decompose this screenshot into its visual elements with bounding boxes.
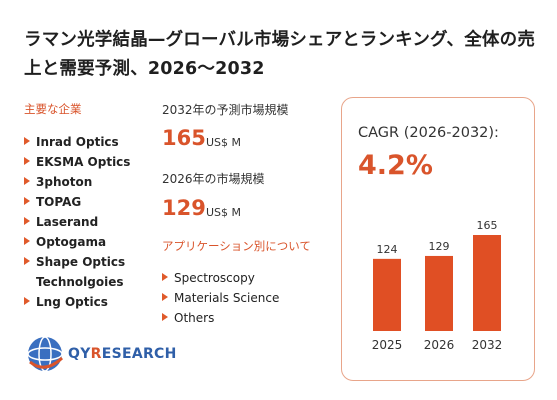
page-title: ラマン光学結晶—グローバル市場シェアとランキング、全体の売上と需要予測、2026… bbox=[24, 30, 536, 79]
arrow-icon bbox=[162, 313, 168, 321]
company-item: Lng Optics bbox=[24, 292, 130, 312]
company-name: Technolgoies bbox=[36, 275, 124, 289]
arrow-icon bbox=[162, 293, 168, 301]
bar-value-label: 165 bbox=[477, 219, 498, 232]
bar-chart: 124 2025 129 2026 165 2032 bbox=[372, 219, 503, 352]
category-label: 2032 bbox=[472, 338, 503, 352]
arrow-icon bbox=[24, 297, 30, 305]
logo-text: QYRESEARCH bbox=[68, 346, 177, 362]
company-item: 3photon bbox=[24, 172, 130, 192]
globe-icon bbox=[27, 336, 64, 372]
key-companies-label: 主要な企業 bbox=[24, 102, 82, 116]
company-name: Laserand bbox=[36, 215, 99, 229]
bar-2025 bbox=[373, 258, 401, 331]
arrow-icon bbox=[24, 177, 30, 185]
cagr-value: 4.2% bbox=[358, 150, 433, 181]
category-label: 2025 bbox=[372, 338, 403, 352]
key-companies-list: Inrad Optics EKSMA Optics 3photon TOPAG Lase… bbox=[24, 132, 130, 312]
company-name: Optogama bbox=[36, 235, 107, 249]
cagr-card: CAGR (2026-2032): 4.2% 124 2025 129 2026 165… bbox=[341, 97, 535, 381]
arrow-icon bbox=[24, 157, 30, 165]
application-name: Spectroscopy bbox=[174, 271, 255, 285]
cagr-label: CAGR (2026-2032): bbox=[358, 125, 499, 141]
company-name: Shape Optics bbox=[36, 255, 126, 269]
company-name: TOPAG bbox=[36, 195, 82, 209]
qyresearch-logo: QYRESEARCH bbox=[24, 332, 176, 376]
market-2026-value: 129 bbox=[162, 196, 206, 220]
company-name: Lng Optics bbox=[36, 295, 108, 309]
application-name: Materials Science bbox=[174, 291, 280, 305]
arrow-icon bbox=[24, 137, 30, 145]
market-2026-unit: US$ M bbox=[206, 206, 242, 219]
bar-2032 bbox=[473, 235, 501, 331]
bar-value-label: 129 bbox=[429, 240, 450, 253]
company-item: Technolgoies bbox=[24, 272, 130, 292]
market-2026-label: 2026年の市場規模 bbox=[162, 172, 265, 186]
company-item: Optogama bbox=[24, 232, 130, 252]
company-item: EKSMA Optics bbox=[24, 152, 130, 172]
bar-2026 bbox=[425, 255, 453, 331]
company-item: Shape Optics bbox=[24, 252, 130, 272]
company-item: Laserand bbox=[24, 212, 130, 232]
applications-label: アプリケーション別について bbox=[162, 239, 311, 253]
company-name: 3photon bbox=[36, 175, 93, 189]
forecast-2032-value: 165 bbox=[162, 126, 206, 150]
arrow-icon bbox=[24, 257, 30, 265]
arrow-icon bbox=[24, 217, 30, 225]
forecast-2032-unit: US$ M bbox=[206, 136, 242, 149]
category-label: 2026 bbox=[424, 338, 455, 352]
applications-list: Spectroscopy Materials Science Others bbox=[162, 268, 279, 328]
arrow-icon bbox=[162, 273, 168, 281]
forecast-2032-label: 2032年の予測市場規模 bbox=[162, 103, 289, 117]
application-item: Materials Science bbox=[162, 288, 279, 308]
company-item: TOPAG bbox=[24, 192, 130, 212]
bar-value-label: 124 bbox=[377, 243, 398, 256]
application-item: Others bbox=[162, 308, 279, 328]
arrow-icon bbox=[24, 237, 30, 245]
application-name: Others bbox=[174, 311, 215, 325]
company-name: EKSMA Optics bbox=[36, 155, 131, 169]
company-name: Inrad Optics bbox=[36, 135, 119, 149]
company-item: Inrad Optics bbox=[24, 132, 130, 152]
application-item: Spectroscopy bbox=[162, 268, 279, 288]
arrow-icon bbox=[24, 197, 30, 205]
